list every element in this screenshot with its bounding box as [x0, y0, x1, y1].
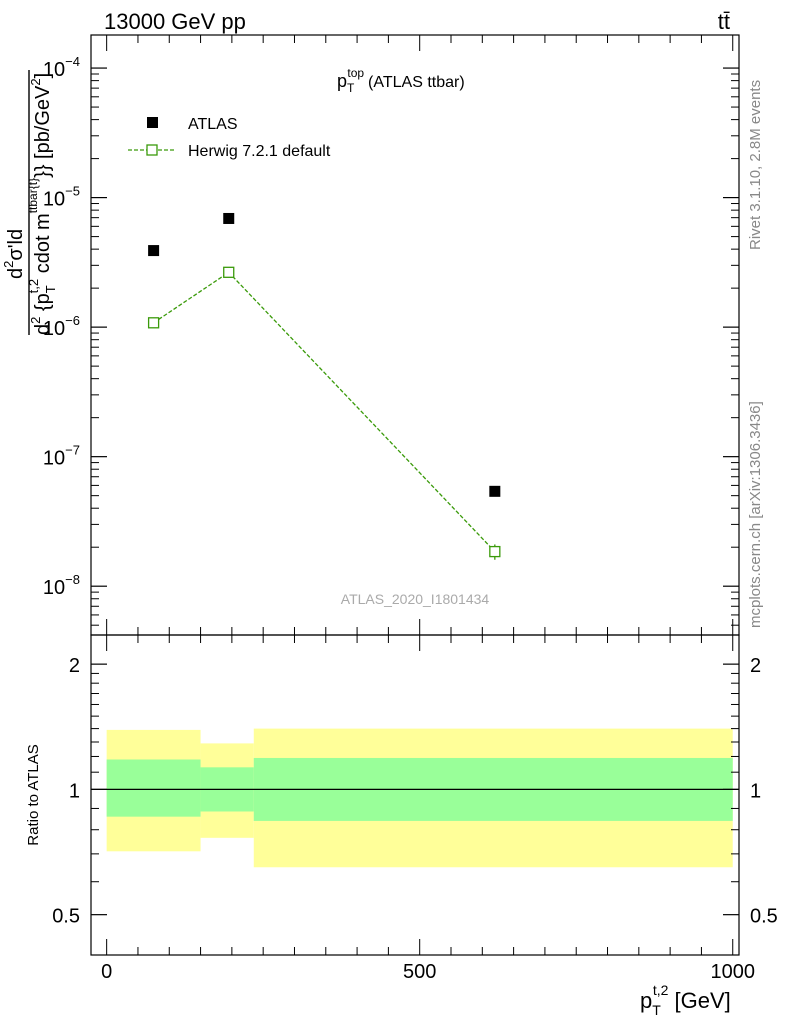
ratio-x-axis: 0 500 1000 [101, 635, 755, 983]
main-series [147, 212, 501, 560]
ratio-y-tick-label-left: 0.5 [52, 906, 80, 928]
ratio-x-tick-label: 1000 [710, 961, 755, 983]
main-y-tick-label: 10−7 [43, 443, 80, 470]
atlas-point [223, 212, 235, 224]
main-x-ticks [106, 35, 734, 635]
ratio-y-axis: 2 2 1 1 0.5 0.5 [52, 655, 778, 956]
main-y-tick-label: 10−5 [43, 184, 80, 211]
legend-atlas-label: ATLAS [188, 116, 238, 133]
atlas-point [489, 485, 501, 497]
mcplots-label: mcplots.cern.ch [arXiv:1306.3436] [747, 401, 764, 628]
energy-label: 13000 GeV pp [104, 9, 246, 34]
ratio-y-tick-label-right: 2 [750, 655, 761, 677]
herwig-point [147, 317, 160, 329]
analysis-watermark: ATLAS_2020_I1801434 [341, 591, 490, 607]
rivet-label: Rivet 3.1.10, 2.8M events [747, 80, 764, 250]
y-label-numerator: d2σ'ld [1, 229, 27, 279]
main-panel: 10−410−510−610−710−8 pTtop(ATLAS ttbar) … [1, 34, 740, 636]
ratio-panel: 2 2 1 1 0.5 0.5 0 500 1000 Ratio to ATLAS pTt,2… [25, 634, 778, 1018]
main-y-tick-label: 10−4 [43, 54, 80, 81]
main-y-label: d2σ'ld d2 {pTt,2 cdot mttbar{t}}} [pb/Ge… [1, 70, 58, 335]
ratio-y-tick-label-left: 1 [69, 780, 80, 802]
ratio-bands [106, 728, 733, 868]
atlas-point [148, 245, 160, 257]
ratio-y-tick-label-right: 0.5 [750, 906, 778, 928]
herwig-point [223, 266, 235, 278]
ratio-y-tick-label-right: 1 [750, 780, 761, 802]
ratio-y-tick-label-left: 2 [69, 655, 80, 677]
ratio-x-tick-label: 0 [101, 961, 112, 983]
legend-atlas-marker [147, 117, 158, 128]
main-y-tick-label: 10−6 [43, 313, 80, 340]
legend-herwig-label: Herwig 7.2.1 default [188, 143, 331, 160]
ratio-y-label: Ratio to ATLAS [25, 744, 42, 845]
x-axis-label: pTt,2 [GeV] [640, 982, 731, 1018]
main-y-axis: 10−4 10−5 10−6 10−7 10−8 [43, 54, 739, 626]
ratio-x-tick-label: 500 [403, 961, 436, 983]
main-y-tick-label: 10−8 [43, 572, 80, 599]
y-label-denominator: d2 {pTt,2 cdot mttbar{t}}} [pb/GeV2] [26, 73, 58, 335]
herwig-point [489, 545, 501, 558]
legend: ATLAS Herwig 7.2.1 default [128, 116, 331, 160]
ratio-panel-frame [90, 634, 740, 956]
plot-title: pTtop(ATLAS ttbar) [337, 66, 465, 95]
legend-herwig-marker [146, 144, 158, 156]
process-label: tt̄ [718, 9, 730, 34]
ratio-stat-band [106, 759, 201, 817]
